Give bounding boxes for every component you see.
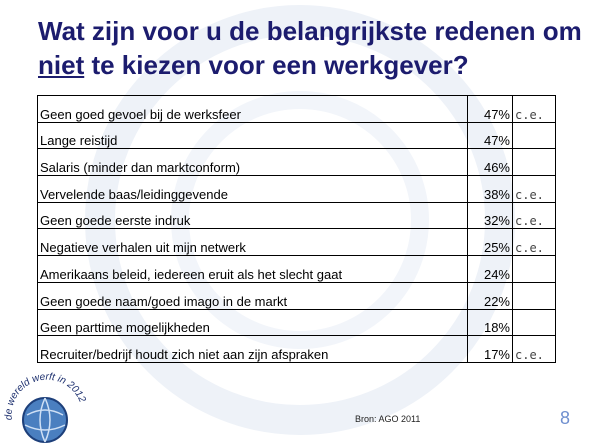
note-cell (512, 148, 556, 177)
reason-cell: Geen goed gevoel bij de werksfeer (37, 95, 468, 123)
note-cell: c.e. (512, 335, 556, 363)
reason-cell: Salaris (minder dan marktconform) (37, 148, 468, 177)
title-emphasis: niet (38, 50, 85, 80)
note-cell: c.e. (512, 201, 556, 230)
percentage-cell: 32% (467, 201, 513, 230)
reason-cell: Lange reistijd (37, 121, 468, 150)
note-cell (512, 281, 556, 310)
reason-cell: Amerikaans beleid, iedereen eruit als he… (37, 255, 468, 283)
note-cell (512, 255, 556, 283)
percentage-cell: 17% (467, 335, 513, 363)
reason-cell: Geen goede naam/goed imago in de markt (37, 281, 468, 310)
table-row: Geen goede naam/goed imago in de markt 22… (37, 281, 556, 310)
table-row: Lange reistijd 47% (37, 121, 556, 150)
percentage-cell: 18% (467, 308, 513, 337)
table-row: Geen goed gevoel bij de werksfeer 47% c.e. (37, 95, 556, 123)
title-text: te kiezen voor een werkgever? (91, 50, 469, 80)
percentage-cell: 47% (467, 121, 513, 150)
reasons-table: Geen goed gevoel bij de werksfeer 47% c.e.… (37, 95, 556, 363)
table-row: Geen goede eerste indruk 32% c.e. (37, 201, 556, 230)
note-cell (512, 121, 556, 150)
reason-cell: Negatieve verhalen uit mijn netwerk (37, 228, 468, 257)
table-row: Vervelende baas/leidinggevende 38% c.e. (37, 175, 556, 203)
logo: de wereld werft in 2012 (4, 372, 88, 443)
percentage-cell: 25% (467, 228, 513, 257)
percentage-cell: 22% (467, 281, 513, 310)
note-cell: c.e. (512, 175, 556, 203)
note-cell: c.e. (512, 95, 556, 123)
reason-cell: Geen parttime mogelijkheden (37, 308, 468, 337)
percentage-cell: 38% (467, 175, 513, 203)
reason-cell: Geen goede eerste indruk (37, 201, 468, 230)
table-row: Geen parttime mogelijkheden 18% (37, 308, 556, 337)
title-text: Wat zijn voor u de belangrijkste redenen… (38, 16, 582, 46)
table-row: Amerikaans beleid, iedereen eruit als he… (37, 255, 556, 283)
title: Wat zijn voor u de belangrijkste redenen… (38, 14, 588, 82)
percentage-cell: 24% (467, 255, 513, 283)
table-row: Negatieve verhalen uit mijn netwerk 25% c.… (37, 228, 556, 257)
source: Bron: AGO 2011 (355, 414, 421, 424)
percentage-cell: 46% (467, 148, 513, 177)
note-cell: c.e. (512, 228, 556, 257)
reason-cell: Recruiter/bedrijf houdt zich niet aan zi… (37, 335, 468, 363)
note-cell (512, 308, 556, 337)
table-row: Recruiter/bedrijf houdt zich niet aan zi… (37, 335, 556, 363)
percentage-cell: 47% (467, 95, 513, 123)
page-number: 8 (560, 408, 571, 428)
table-row: Salaris (minder dan marktconform) 46% (37, 148, 556, 177)
reason-cell: Vervelende baas/leidinggevende (37, 175, 468, 203)
